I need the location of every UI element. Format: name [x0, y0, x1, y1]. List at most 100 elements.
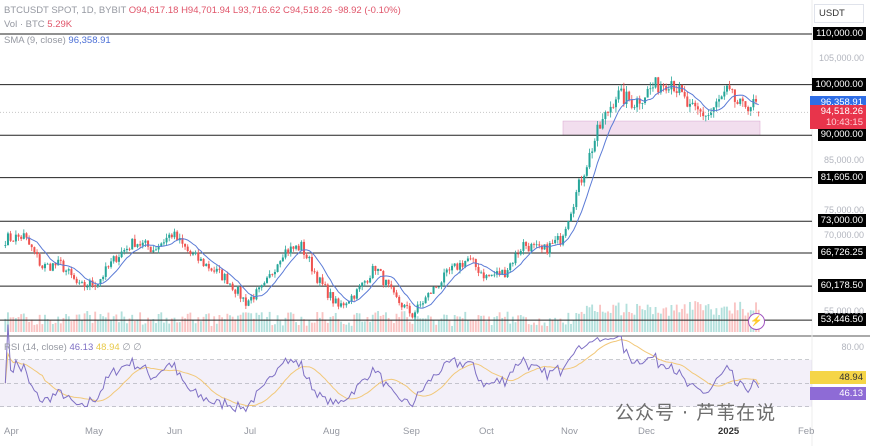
volume-bar [28, 321, 31, 332]
candle-body [572, 207, 575, 214]
candle-body [503, 269, 506, 278]
candle-body [263, 282, 266, 286]
candle-body [630, 99, 633, 108]
candle-body [514, 253, 517, 264]
volume-bar [366, 317, 369, 332]
volume-bar [739, 301, 742, 332]
volume-bar [572, 320, 575, 332]
volume-bar [173, 317, 176, 332]
volume-bar [686, 313, 689, 332]
rsi-legend: RSI (14, close) 46.13 48.94 ∅ ∅ [4, 342, 142, 353]
volume-bar [733, 302, 736, 332]
candle-body [659, 85, 662, 93]
sma-legend: SMA (9, close) 96,358.91 [4, 35, 111, 46]
candle-body [755, 99, 758, 102]
candle-body [400, 303, 403, 308]
volume-bar [128, 318, 131, 332]
volume-bar [377, 311, 379, 332]
candle-body [88, 280, 91, 287]
candle-body [543, 244, 546, 250]
sma-label[interactable]: SMA (9, close) [4, 35, 66, 46]
candle-body [273, 271, 276, 275]
volume-bar [416, 316, 419, 332]
volume-bar [392, 323, 395, 332]
volume-bar [184, 318, 186, 332]
volume-bar [654, 306, 657, 332]
candle-body [318, 277, 321, 283]
volume-bar [445, 314, 448, 332]
volume-bar [437, 319, 440, 332]
volume-bar [382, 314, 385, 332]
candle-body [427, 293, 430, 298]
volume-bar [527, 324, 530, 332]
volume-bar [22, 313, 25, 332]
candle-body [501, 269, 504, 275]
volume-bar [332, 316, 335, 332]
volume-bar [585, 305, 588, 332]
volume-label[interactable]: Vol · BTC [4, 19, 45, 30]
lightning-icon[interactable]: ⚡ [748, 313, 765, 330]
volume-bar [231, 316, 234, 332]
volume-bar [49, 320, 52, 332]
volume-bar [194, 323, 197, 332]
candle-body [36, 252, 39, 255]
candle-body [448, 269, 451, 271]
candle-body [141, 242, 144, 246]
volume-bar [300, 316, 303, 332]
candle-body [329, 292, 332, 298]
volume-bar [59, 323, 62, 332]
volume-bar [477, 315, 480, 332]
candle-body [466, 258, 469, 262]
high-value: H94,701.94 [181, 5, 231, 16]
y-tick-label: 70,000.00 [823, 230, 864, 241]
candle-body [424, 297, 427, 304]
candle-body [718, 99, 721, 102]
volume-bar [554, 317, 557, 332]
volume-bar [736, 310, 739, 332]
candle-body [46, 263, 49, 265]
candle-body [649, 88, 652, 90]
volume-bar [202, 316, 205, 332]
candle-body [517, 253, 520, 255]
volume-bar [112, 316, 115, 332]
volume-bar [559, 318, 562, 332]
candle-body [384, 279, 387, 286]
candle-body [210, 268, 213, 271]
candle-body [104, 266, 107, 277]
volume-bar [466, 320, 469, 332]
volume-bar [728, 310, 731, 332]
volume-bar [205, 314, 208, 332]
candle-body [6, 233, 9, 246]
symbol-label[interactable]: BTCUSDT SPOT, 1D, BYBIT [4, 5, 127, 16]
candle-body [752, 99, 755, 108]
candle-body [622, 88, 625, 105]
volume-bar [260, 312, 263, 332]
candle-body [160, 243, 163, 247]
candle-body [625, 91, 628, 105]
volume-bar [435, 324, 438, 332]
candle-body [532, 243, 535, 245]
volume-bar [186, 313, 189, 332]
volume-bar [162, 322, 165, 332]
volume-bar [65, 314, 68, 332]
candle-body [601, 119, 604, 129]
volume-bar [120, 311, 123, 332]
candle-body [704, 115, 707, 117]
volume-bar [704, 305, 707, 332]
candle-body [662, 85, 665, 87]
volume-bar [591, 304, 594, 332]
volume-bar [237, 315, 239, 332]
volume-bar [104, 317, 107, 332]
volume-bar [281, 325, 284, 332]
volume-bar [38, 314, 41, 332]
volume-bar [564, 324, 567, 332]
candle-body [744, 101, 747, 107]
candle-body [435, 286, 438, 288]
x-tick-label: Dec [638, 426, 655, 437]
currency-button[interactable]: USDT [814, 4, 864, 23]
rsi-label[interactable]: RSI (14, close) [4, 342, 67, 353]
candle-body [443, 272, 446, 283]
candle-body [527, 245, 530, 252]
candle-body [347, 301, 350, 304]
